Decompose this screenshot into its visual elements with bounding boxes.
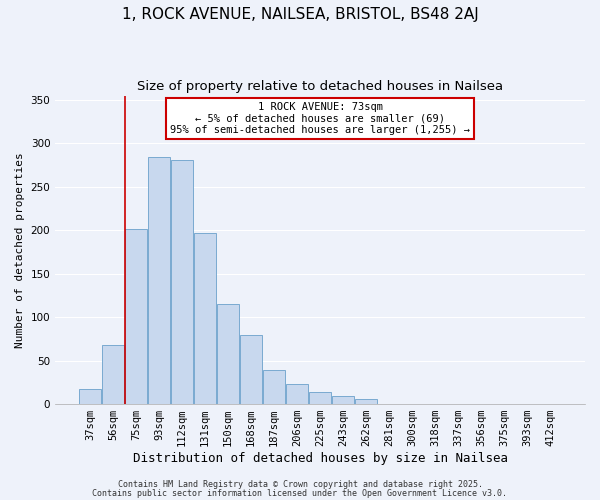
Bar [309,392,331,404]
Text: 1 ROCK AVENUE: 73sqm
← 5% of detached houses are smaller (69)
95% of semi-detach: 1 ROCK AVENUE: 73sqm ← 5% of detached ho… [170,102,470,135]
Bar [240,334,262,404]
Bar [102,345,124,404]
Text: Contains public sector information licensed under the Open Government Licence v3: Contains public sector information licen… [92,488,508,498]
Bar [286,384,308,404]
Y-axis label: Number of detached properties: Number of detached properties [15,152,25,348]
Bar [332,396,354,404]
Bar [263,370,285,404]
Bar [125,230,147,404]
Bar [355,399,377,404]
Title: Size of property relative to detached houses in Nailsea: Size of property relative to detached ho… [137,80,503,93]
Text: 1, ROCK AVENUE, NAILSEA, BRISTOL, BS48 2AJ: 1, ROCK AVENUE, NAILSEA, BRISTOL, BS48 2… [122,8,478,22]
Bar [148,158,170,404]
Bar [171,160,193,404]
Bar [79,390,101,404]
Bar [194,233,216,404]
X-axis label: Distribution of detached houses by size in Nailsea: Distribution of detached houses by size … [133,452,508,465]
Bar [217,304,239,404]
Text: Contains HM Land Registry data © Crown copyright and database right 2025.: Contains HM Land Registry data © Crown c… [118,480,482,489]
